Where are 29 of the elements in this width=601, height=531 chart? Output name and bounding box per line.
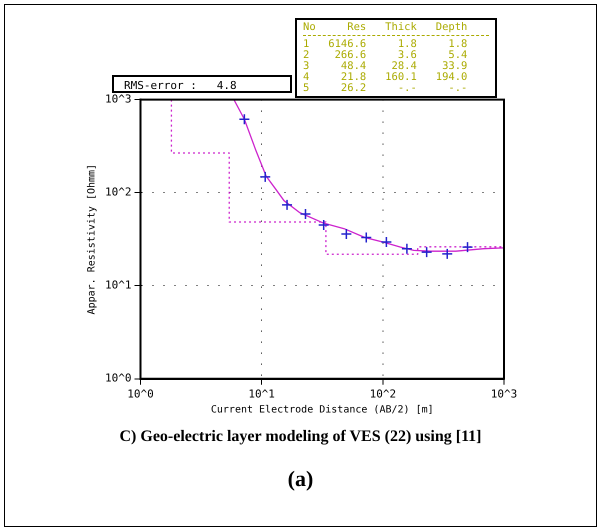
y-axis-title: Appar. Resistivity [Ohmm] — [86, 164, 98, 314]
y-tick-label: 10^0 — [104, 372, 132, 385]
text: No Res Thick Depth — [303, 21, 468, 33]
y-tick-label: 10^3 — [104, 92, 132, 106]
x-axis-title: Current Electrode Distance (AB/2) [m] — [210, 404, 434, 416]
point — [420, 246, 432, 258]
point — [300, 208, 312, 220]
point — [340, 228, 352, 240]
text: RMS-error : 4.8 — [112, 75, 292, 93]
x-tick-label: 10^0 — [127, 387, 154, 400]
x-tick-label: 10^2 — [370, 387, 396, 400]
point — [238, 114, 250, 125]
x-tick-label: 10^1 — [248, 387, 275, 400]
point — [401, 242, 413, 254]
text: 4 21.8 160.1 194.0 — [303, 71, 468, 83]
text: 5 26.2 -.- -.- — [303, 82, 468, 94]
text: C) Geo-electric layer modeling of VES (22) using [11] — [118, 428, 483, 446]
point — [441, 248, 453, 260]
text: (a) — [286, 466, 314, 492]
text: 3 48.4 28.4 33.9 — [303, 60, 468, 72]
x-tick-label: 10^3 — [490, 387, 518, 400]
point — [360, 232, 372, 244]
point — [380, 236, 392, 248]
y-tick-label: 10^2 — [104, 186, 132, 199]
y-tick-label: 10^1 — [104, 278, 132, 292]
point — [259, 171, 271, 183]
point — [462, 241, 474, 253]
text: 1 6146.6 1.8 1.8 — [303, 38, 468, 50]
text: 2 266.6 3.6 5.4 — [303, 49, 468, 61]
